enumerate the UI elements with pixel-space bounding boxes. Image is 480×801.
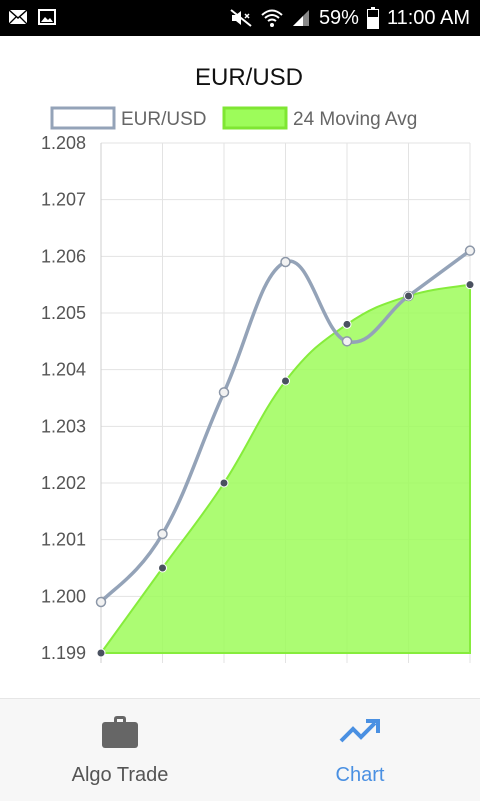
moving-avg-point — [219, 478, 229, 488]
chart-area: EUR/USD EUR/USD 24 Moving Avg 1.208 1.207 1… — [0, 36, 480, 698]
nav-algo-trade[interactable]: Algo Trade — [0, 699, 240, 801]
image-icon — [38, 9, 56, 25]
mute-icon — [229, 8, 253, 28]
eurusd-point — [341, 336, 353, 347]
moving-avg-point — [158, 563, 167, 573]
legend-swatch — [50, 106, 116, 130]
y-tick-label: 1.208 — [41, 133, 86, 153]
eurusd-point — [464, 245, 476, 256]
clock: 11:00 AM — [386, 6, 470, 29]
nav-chart[interactable]: Chart — [240, 699, 480, 801]
legend-swatch — [222, 106, 288, 130]
moving-avg-point — [96, 648, 106, 658]
wifi-icon — [261, 8, 283, 28]
eurusd-point — [280, 256, 291, 268]
y-tick-label: 1.203 — [41, 416, 86, 436]
y-axis: 1.208 1.207 1.206 1.205 1.204 1.203 1.202 1.201… — [41, 133, 102, 663]
chart-title: EUR/USD — [195, 64, 303, 91]
y-tick-label: 1.207 — [41, 190, 86, 210]
moving-avg-point — [465, 280, 475, 290]
y-tick-label: 1.199 — [41, 643, 86, 663]
eurusd-point — [157, 528, 168, 540]
nav-algo-trade-label: Algo Trade — [71, 764, 169, 786]
y-tick-label: 1.206 — [41, 246, 86, 266]
bottom-nav: Algo Trade Chart — [0, 698, 480, 801]
eurusd-point — [218, 387, 230, 398]
chart-points — [95, 245, 476, 658]
signal-icon — [291, 8, 311, 28]
y-tick-label: 1.200 — [41, 586, 86, 606]
trending-up-icon — [339, 715, 381, 754]
battery-percent: 59% — [318, 6, 359, 29]
legend-label: 24 Moving Avg — [293, 109, 417, 130]
chart: EUR/USD EUR/USD 24 Moving Avg 1.2081.2071… — [41, 64, 476, 663]
moving-avg-point — [281, 376, 290, 386]
moving-avg-point — [342, 319, 352, 329]
chart-legend: EUR/USD 24 Moving Avg — [50, 106, 417, 130]
y-tick-label: 1.204 — [41, 360, 86, 380]
legend-label: EUR/USD — [121, 109, 207, 130]
y-tick-label: 1.205 — [41, 303, 86, 323]
eurusd-point — [95, 596, 107, 608]
nav-chart-label: Chart — [335, 764, 385, 786]
moving-avg-point — [404, 291, 413, 301]
y-tick-label: 1.201 — [41, 530, 86, 550]
battery-icon — [366, 7, 379, 29]
briefcase-icon — [101, 715, 139, 754]
y-tick-label: 1.202 — [41, 473, 86, 493]
mail-icon — [8, 9, 28, 25]
status-bar: 59% 11:00 AM — [0, 0, 480, 36]
